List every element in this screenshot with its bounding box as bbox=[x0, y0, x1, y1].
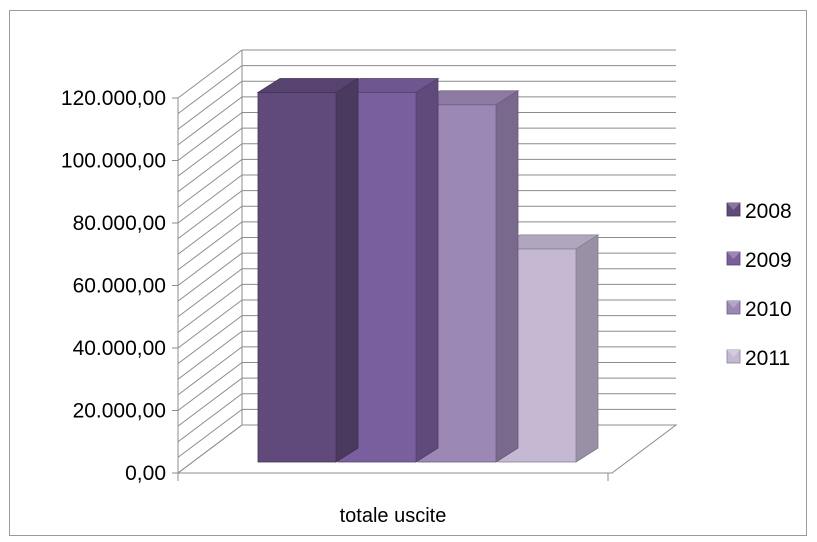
side-gridline bbox=[177, 65, 243, 115]
side-gridline bbox=[177, 268, 243, 318]
side-gridline bbox=[177, 393, 243, 443]
side-gridline bbox=[177, 330, 243, 380]
side-gridline bbox=[177, 49, 243, 99]
side-gridline bbox=[177, 158, 243, 208]
side-gridline bbox=[177, 408, 243, 458]
side-gridline bbox=[177, 424, 243, 474]
side-gridline bbox=[177, 362, 243, 411]
legend-swatch-highlight bbox=[727, 252, 740, 259]
side-gridline bbox=[177, 190, 243, 240]
side-gridline bbox=[177, 205, 243, 255]
side-gridline bbox=[177, 112, 243, 161]
side-gridline bbox=[177, 127, 243, 177]
bar-side-2010 bbox=[495, 90, 519, 463]
side-gridline bbox=[177, 237, 243, 286]
side-gridline bbox=[177, 283, 243, 333]
legend-label-2009: 2009 bbox=[745, 249, 792, 272]
y-tick-label: 100.000,00 bbox=[61, 150, 166, 173]
side-gridline bbox=[177, 221, 243, 271]
side-gridline bbox=[177, 96, 243, 146]
y-tick-label: 0,00 bbox=[125, 462, 166, 485]
legend-swatch-highlight bbox=[727, 203, 740, 210]
y-tick-label: 20.000,00 bbox=[73, 400, 166, 423]
legend-label-2008: 2008 bbox=[745, 200, 792, 223]
y-tick-label: 60.000,00 bbox=[73, 275, 166, 298]
legend-swatch-highlight bbox=[727, 301, 740, 308]
side-gridline bbox=[177, 377, 243, 427]
side-gridline bbox=[177, 174, 243, 224]
side-gridline bbox=[177, 80, 243, 130]
bar-side-2009 bbox=[415, 77, 439, 463]
bar-2008 bbox=[257, 92, 337, 463]
category-label: totale uscite bbox=[340, 505, 447, 527]
y-tick-label: 80.000,00 bbox=[73, 212, 166, 235]
legend-label-2010: 2010 bbox=[745, 298, 792, 321]
y-tick-label: 40.000,00 bbox=[73, 337, 166, 360]
bar-top-2008 bbox=[256, 78, 360, 93]
side-gridline bbox=[177, 252, 243, 302]
legend-label-2011: 2011 bbox=[745, 347, 790, 370]
bar-side-2008 bbox=[335, 77, 359, 463]
side-gridline bbox=[177, 346, 243, 396]
side-gridline bbox=[177, 143, 243, 193]
y-tick-label: 120.000,00 bbox=[61, 87, 166, 110]
side-gridline bbox=[177, 315, 243, 365]
bar-side-2011 bbox=[575, 234, 599, 463]
side-gridline bbox=[177, 299, 243, 349]
legend-swatch-highlight bbox=[727, 350, 740, 357]
